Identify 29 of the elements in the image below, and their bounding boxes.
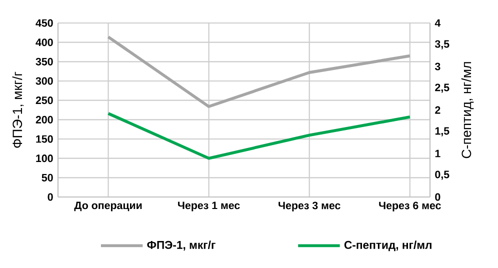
y-tick-label: 350: [36, 58, 53, 66]
line-series: [106, 112, 412, 160]
y2-tick-label: 0: [435, 193, 440, 201]
y2-tick-label: 3,5: [434, 40, 450, 50]
y2-axis-title: С-пептид, нг/мл: [461, 62, 474, 158]
y-axis-title: ФПЭ-1, мкг/г: [12, 72, 24, 148]
legend-label: С-пептид, нг/мл: [344, 240, 432, 252]
y2-tick-label: 2,5: [435, 84, 450, 93]
y2-tick-label: 3: [434, 62, 440, 70]
y2-tick-label: 4: [434, 19, 441, 27]
line-series: [106, 35, 412, 108]
y-tick-label: 0: [48, 193, 53, 201]
y-tick-label: 200: [36, 116, 53, 124]
y-tick-label: 150: [36, 135, 53, 143]
x-tick-label: Через 6 мес: [379, 202, 441, 212]
y-tick-label: 250: [36, 96, 53, 104]
x-tick-label: Через 3 мес: [278, 202, 340, 212]
x-tick-label: Через 1 мес: [178, 202, 240, 212]
y-tick-label: 300: [36, 77, 53, 85]
y-tick-label: 400: [36, 38, 53, 46]
y-tick-label: 100: [36, 154, 53, 162]
y2-tick-label: 2: [435, 106, 440, 114]
y-tick-label: 450: [36, 19, 53, 27]
y-tick-label: 50: [42, 174, 53, 182]
y2-tick-label: 1: [435, 150, 440, 158]
y2-tick-label: 1,5: [435, 127, 450, 136]
legend-label: ФПЭ-1, мкг/г: [147, 240, 216, 251]
x-tick-label: До операции: [74, 202, 142, 212]
y2-tick-label: 0,5: [435, 170, 450, 180]
